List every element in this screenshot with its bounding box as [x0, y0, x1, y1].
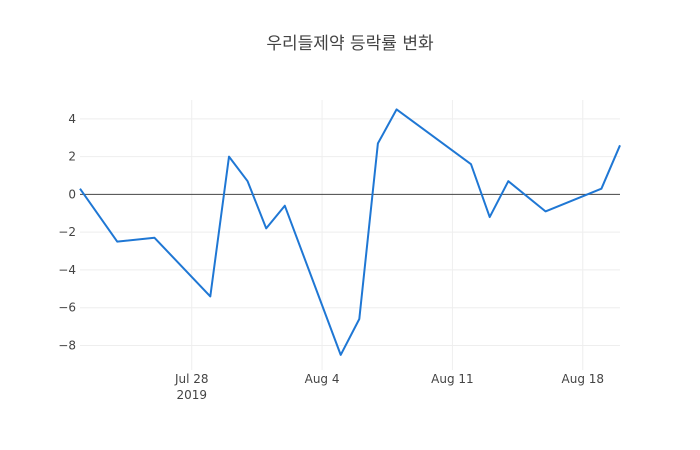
- series-layer: [79, 108, 621, 356]
- y-tick-label: 0: [68, 187, 76, 201]
- y-tick-label: −8: [58, 338, 76, 352]
- axes: 4 2 0 −2 −4 −6 −8 Jul 28 2019 Aug 4 Aug 11 Aug 18: [58, 112, 604, 402]
- y-tick-label: 2: [68, 150, 76, 164]
- grid-lines: [80, 100, 620, 370]
- y-tick-label: −4: [58, 263, 76, 277]
- y-tick-label: 4: [68, 112, 76, 126]
- x-tick-label: Aug 4: [305, 372, 340, 386]
- x-tick-label: Aug 11: [431, 372, 474, 386]
- x-tick-label: Aug 18: [562, 372, 605, 386]
- series-line: [79, 108, 621, 356]
- chart-title: 우리들제약 등락률 변화: [266, 34, 434, 54]
- x-tick-label: Jul 28: [174, 372, 209, 386]
- y-tick-label: −6: [58, 301, 76, 315]
- x-tick-sublabel: 2019: [176, 388, 207, 402]
- y-tick-label: −2: [58, 225, 76, 239]
